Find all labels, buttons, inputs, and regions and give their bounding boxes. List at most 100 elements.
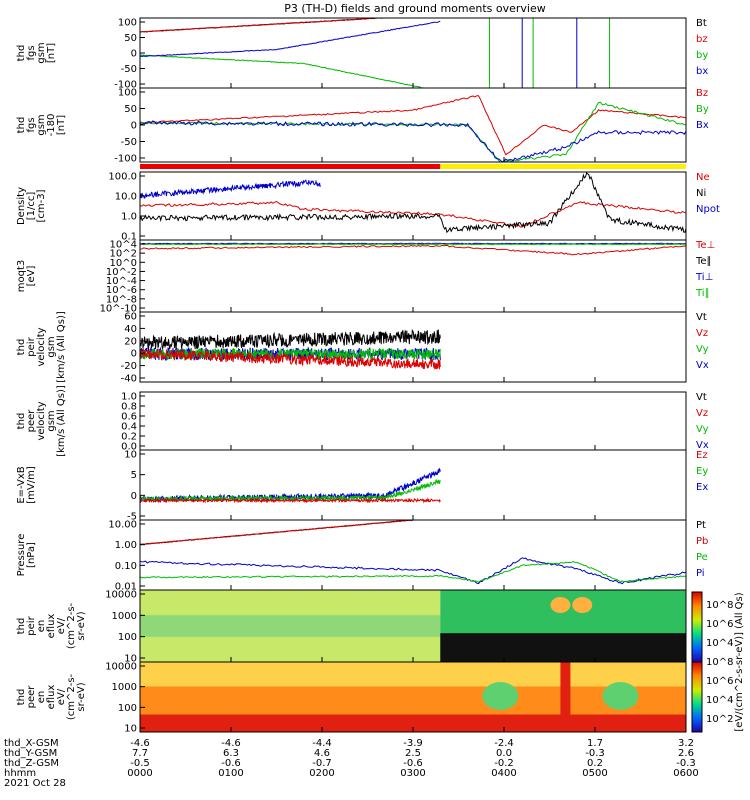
y-axis-label: -180 [46,114,57,137]
spectrogram-electron-spike [560,662,571,732]
legend-fgs-1: bz [696,34,708,45]
y-axis-label: thd [16,117,27,134]
panel-data-peer_eflux [140,662,686,732]
series-pi [139,557,687,585]
y-axis-label: sr-eV) [76,611,87,640]
y-tick-label: 10.0 [115,192,137,203]
colorbar-tick-label: 10^6 [706,676,733,687]
y-axis-label: gsm [36,42,47,63]
series-teperp [139,244,687,256]
y-axis-label: Pressure [16,534,27,577]
legend-temp-0: Te⊥ [695,240,715,251]
spectrogram-electron-high [140,662,686,687]
y-tick-label: 0.0 [121,442,137,453]
legend-peir_v-2: Vy [696,344,709,355]
y-axis-label: moqt3 [16,260,27,293]
ephem-value: 0600 [673,768,698,779]
y-axis-label: [nPa] [26,542,37,568]
legend-fgs-2: by [696,50,708,61]
y-tick-label: 50 [124,33,137,44]
y-tick-label: 10^-10 [100,304,137,315]
spectrogram-electron-blob [602,682,639,710]
colorbar: 10^8 10^6 10^4 10^8 10^6 10^4 10^2 [eV/(cm^2-s-… [691,591,745,733]
y-tick-label: 10^2 [110,249,137,260]
spectrogram-ion-lowe [440,633,686,662]
panel-peir_eflux: 10000 1000 100 10 thd peir en eflux eV/(cm^2-s-s… [16,589,687,665]
y-tick-label: -20 [121,361,137,372]
legend-temp-3: Ti∥ [695,288,710,299]
y-tick-label: 100 [118,88,137,99]
y-tick-label: -100 [114,80,137,91]
panel-fgs_dsl: 100 50 0 -50 -100 thd fgs gsm -180 [nT] Bz By Bx [16,87,709,169]
y-axis-label: [mV/m] [26,466,37,504]
y-tick-label: 100.0 [108,172,137,183]
ephem-value: -0.6 [403,758,423,769]
series-by [139,54,425,89]
y-axis-label: [1/cc] [26,192,37,221]
y-axis-label: [eV] [26,266,37,287]
ephem-value: 0100 [218,768,243,779]
legend-pressure-1: Pb [696,536,708,547]
spectrogram-ion-blob [550,597,571,613]
colorbar-tick-label: 10^8 [706,600,733,611]
legend-fgs_dsl-0: Bz [696,88,708,99]
y-tick-label: 1.00 [115,540,137,551]
panel-peer_eflux: 10000 1000 100 10 thd peer en eflux eV/(cm^2-s-s… [16,661,687,735]
ephem-value: 0200 [309,768,334,779]
panel-exb: 10 5 0 -5 E=-VxB [mV/m] Ez Ey Ex [16,449,708,523]
y-axis-label: thd [16,45,27,62]
legend-fgs-0: Bt [696,18,707,29]
y-tick-label: 20 [124,336,137,347]
y-tick-label: 10^-2 [106,267,137,278]
y-tick-label: 0 [131,121,137,132]
series-tipar [139,243,687,246]
panel-data-pressure [139,519,687,585]
series-bx [139,20,441,58]
ephem-value: -0.7 [312,758,332,769]
legend-peir_v-3: Vx [696,360,709,371]
legend-pressure-2: Pe [696,552,708,563]
y-tick-label: 0.6 [121,412,137,423]
y-tick-label: 0.2 [121,432,137,443]
legend-density-1: Ni [696,188,706,199]
y-axis-label: [nT] [56,115,67,135]
y-axis-label: thd [16,339,27,356]
colorbar-tick-label: 10^4 [706,638,733,649]
ephem-value: -4.6 [221,738,241,749]
ephem-label: hhmm [4,768,36,779]
y-tick-label: 10000 [105,590,137,601]
panel-data-exb [139,467,441,504]
series-vt [139,328,441,351]
legend-peer_v-1: Vz [696,408,708,419]
y-tick-label: 10^4 [110,240,137,251]
y-tick-label: 10 [124,654,137,665]
y-tick-label: 0 [131,349,137,360]
y-axis-label: velocity [36,401,47,440]
y-axis-label: thd [16,413,27,430]
legend-exb-0: Ez [696,450,708,461]
spectrogram-ion-band [140,615,441,637]
y-tick-label: 1.0 [121,212,137,223]
ephem-value: -0.3 [676,758,696,769]
series-bz [139,95,687,156]
panel-peer_v: 1.00.80.60.40.20.0 thd peer velocity gsm [km/… [16,385,709,457]
y-tick-label: 1.0 [121,392,137,403]
panel-data-fgs_dsl [139,95,687,169]
ephem-value: 1.7 [587,738,603,749]
y-tick-label: 1000 [112,682,137,693]
series-vx [139,345,441,362]
ephemeris-table: thd_X-GSM -4.6 -4.6 -4.4 -3.9 -2.4 1.7 3.2 thd_Y… [4,738,699,789]
y-axis-label: thd [16,618,27,635]
y-tick-label: 50 [124,104,137,115]
panel-pressure: 10.00 1.00 0.10 0.01 Pressure [nPa] Pt Pb Pe Pi [16,519,708,593]
panel-data-peir_v [139,328,441,370]
panel-data-peir_eflux [140,590,686,662]
legend-pressure-3: Pi [696,568,705,579]
y-axis-label: gsm [46,336,57,357]
legend-peer_v-0: Vt [696,392,707,403]
y-tick-label: 100 [118,703,137,714]
y-axis-label: gsm [36,114,47,135]
panel-frame [139,239,687,313]
